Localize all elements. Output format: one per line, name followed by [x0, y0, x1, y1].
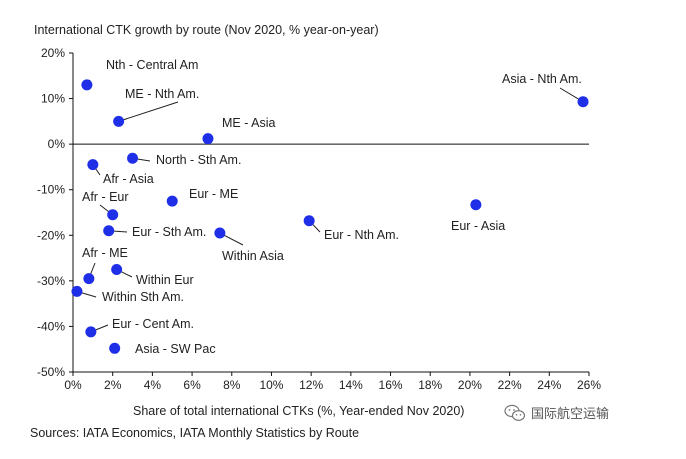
x-tick-label: 0%: [64, 378, 82, 392]
y-tick-label: 0%: [48, 137, 66, 151]
point-label: ME - Asia: [222, 116, 276, 130]
x-tick-labels: 0% 2% 4% 6% 8% 10% 12% 14% 16% 18% 20% 22% 24% 26%: [64, 378, 601, 392]
watermark: 国际航空运输: [504, 403, 609, 422]
wechat-icon: [504, 404, 526, 421]
y-tick-label: 20%: [41, 46, 65, 60]
x-tick-label: 12%: [299, 378, 323, 392]
x-tick-label: 20%: [458, 378, 482, 392]
point-label: Asia - SW Pac: [135, 342, 216, 356]
point-label: Within Asia: [222, 249, 284, 263]
watermark-text: 国际航空运输: [531, 406, 610, 421]
y-tick-label: 10%: [41, 92, 65, 106]
point-label: Afr - Asia: [103, 172, 154, 186]
x-tick-label: 24%: [537, 378, 561, 392]
point-label: Afr - Eur: [82, 190, 129, 204]
y-tick-label: -40%: [37, 319, 65, 333]
x-tick-label: 6%: [183, 378, 201, 392]
x-tick-label: 16%: [379, 378, 403, 392]
point-label: North - Sth Am.: [156, 153, 241, 167]
data-point: [87, 159, 99, 171]
data-point: [103, 225, 115, 237]
chart-title: International CTK growth by route (Nov 2…: [34, 23, 379, 37]
x-tick-label: 10%: [259, 378, 283, 392]
point-label: Eur - Nth Am.: [324, 228, 399, 242]
data-point: [214, 227, 226, 239]
source-note: Sources: IATA Economics, IATA Monthly St…: [30, 426, 360, 440]
axes: [69, 52, 590, 376]
data-point-labels: Nth - Central Am ME - Nth Am. ME - Asia Asi…: [82, 58, 582, 356]
x-axis-label: Share of total international CTKs (%, Ye…: [133, 404, 465, 418]
x-tick-label: 2%: [104, 378, 122, 392]
point-label: Within Sth Am.: [102, 290, 184, 304]
data-point: [107, 209, 119, 221]
point-label: Eur - Sth Am.: [132, 225, 206, 239]
x-tick-label: 8%: [223, 378, 241, 392]
data-point: [71, 285, 83, 297]
data-point: [109, 342, 121, 354]
x-tick-label: 22%: [498, 378, 522, 392]
point-label: Eur - Cent Am.: [112, 317, 194, 331]
data-point: [202, 133, 214, 145]
point-label: Afr - ME: [82, 246, 128, 260]
y-tick-label: -30%: [37, 274, 65, 288]
point-label: Nth - Central Am: [106, 58, 198, 72]
data-point: [81, 79, 93, 91]
data-point: [303, 215, 315, 227]
data-point: [127, 152, 139, 164]
data-point: [577, 96, 589, 108]
data-point: [85, 326, 97, 338]
x-tick-label: 18%: [418, 378, 442, 392]
y-tick-labels: 20% 10% 0% -10% -20% -30% -40% -50%: [37, 46, 65, 379]
data-point: [111, 263, 123, 275]
point-label: Eur - ME: [189, 187, 238, 201]
point-label: Eur - Asia: [451, 219, 505, 233]
x-tick-label: 26%: [577, 378, 601, 392]
point-label: Within Eur: [136, 273, 194, 287]
y-tick-label: -20%: [37, 228, 65, 242]
x-tick-label: 4%: [144, 378, 162, 392]
y-tick-label: -50%: [37, 365, 65, 379]
data-point: [470, 199, 482, 211]
point-label: ME - Nth Am.: [125, 87, 199, 101]
data-point: [83, 273, 95, 285]
data-point: [113, 115, 125, 127]
leader-line: [118, 101, 179, 122]
data-point: [166, 195, 178, 207]
data-points: [71, 79, 589, 354]
point-label: Asia - Nth Am.: [502, 72, 582, 86]
y-tick-label: -10%: [37, 183, 65, 197]
x-tick-label: 14%: [339, 378, 363, 392]
